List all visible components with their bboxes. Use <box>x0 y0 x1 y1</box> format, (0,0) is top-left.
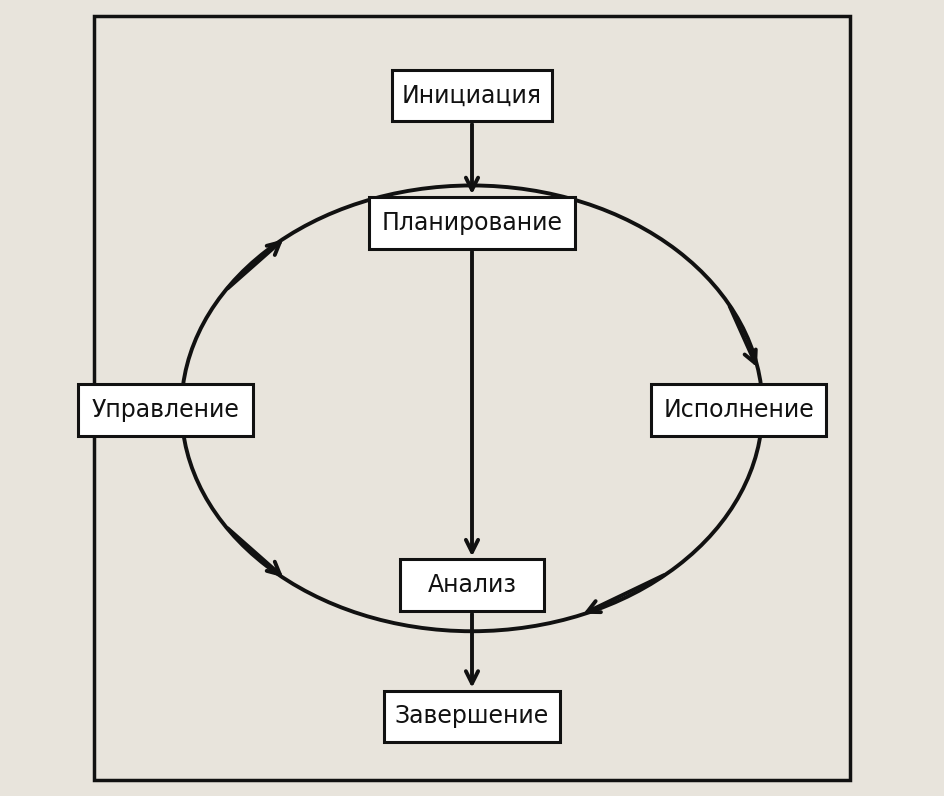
FancyBboxPatch shape <box>93 16 851 780</box>
FancyBboxPatch shape <box>400 559 544 611</box>
FancyBboxPatch shape <box>393 69 551 121</box>
Text: Управление: Управление <box>92 398 240 422</box>
FancyBboxPatch shape <box>78 384 253 436</box>
FancyBboxPatch shape <box>384 690 560 742</box>
Text: Исполнение: Исполнение <box>664 398 814 422</box>
Text: Планирование: Планирование <box>381 211 563 235</box>
Text: Инициация: Инициация <box>402 84 542 107</box>
FancyBboxPatch shape <box>651 384 826 436</box>
Text: Завершение: Завершение <box>395 704 549 728</box>
Text: Анализ: Анализ <box>428 573 516 597</box>
FancyBboxPatch shape <box>368 197 576 248</box>
